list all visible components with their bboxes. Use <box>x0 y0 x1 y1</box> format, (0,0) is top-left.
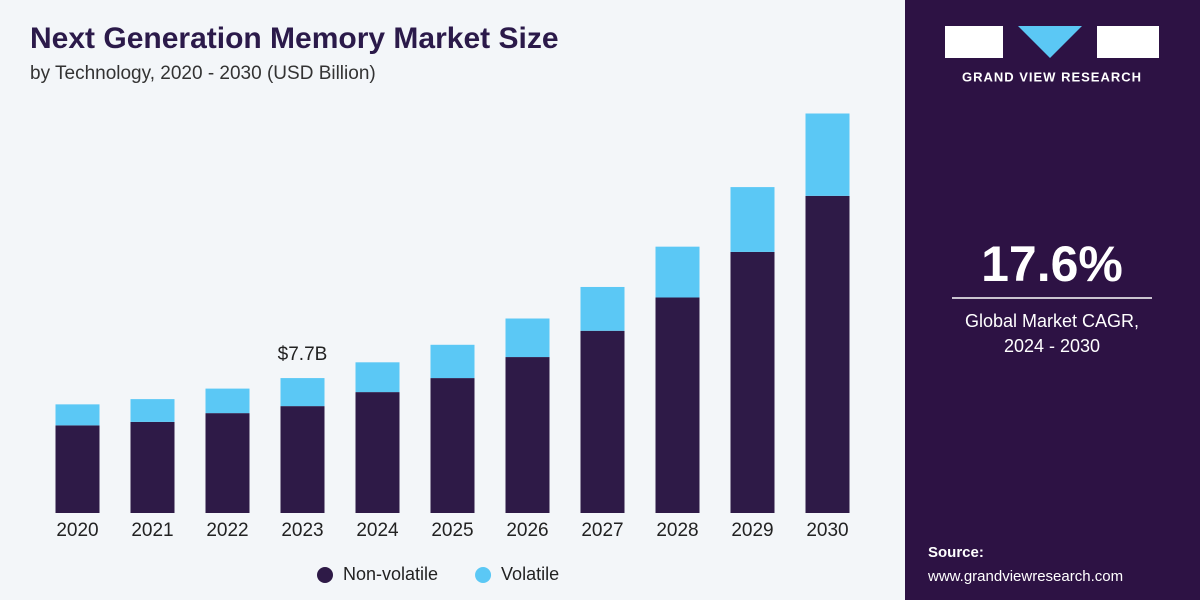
x-tick-label: 2029 <box>731 520 773 541</box>
x-tick-label: 2028 <box>656 520 698 541</box>
annotation: $7.7B <box>278 344 328 365</box>
cagr-caption: 2024 - 2030 <box>1004 336 1100 356</box>
bar-segment <box>130 421 175 513</box>
legend-label: Non-volatile <box>343 564 438 584</box>
x-tick-label: 2022 <box>206 520 248 541</box>
bar-segment <box>280 406 325 513</box>
cagr-caption: Global Market CAGR, <box>965 311 1139 331</box>
logo-block <box>1097 26 1159 58</box>
x-tick-label: 2030 <box>806 520 848 541</box>
bar-segment <box>205 413 250 513</box>
bar-segment <box>355 362 400 393</box>
source-label: Source: <box>928 544 984 561</box>
bar-segment <box>205 388 250 414</box>
legend-marker <box>317 567 333 583</box>
bar-segment <box>55 425 100 513</box>
brand: GRAND VIEW RESEARCH <box>962 69 1142 84</box>
x-tick-label: 2027 <box>581 520 623 541</box>
bar-segment <box>805 113 850 196</box>
bar-segment <box>430 378 475 513</box>
bar-segment <box>130 399 175 422</box>
legend-marker <box>475 567 492 583</box>
bar-segment <box>655 246 700 298</box>
x-tick-label: 2026 <box>506 520 548 541</box>
logo-block <box>1018 26 1082 58</box>
bar-segment <box>580 286 625 331</box>
bar-segment <box>580 330 625 513</box>
bar-segment <box>355 392 400 513</box>
chart-subtitle: by Technology, 2020 - 2030 (USD Billion) <box>30 63 376 84</box>
x-tick-label: 2021 <box>131 520 173 541</box>
chart-title: Next Generation Memory Market Size <box>30 22 559 55</box>
x-tick-label: 2025 <box>431 520 473 541</box>
x-tick-label: 2024 <box>356 520 399 541</box>
logo-block <box>945 26 1003 58</box>
x-tick-label: 2020 <box>56 520 98 541</box>
bar-segment <box>505 318 550 358</box>
bar-segment <box>280 378 325 407</box>
legend-label: Volatile <box>501 564 559 584</box>
cagr-value: 17.6% <box>981 236 1123 292</box>
sidebar-background <box>905 0 1200 600</box>
bar-segment <box>55 404 100 426</box>
bar-segment <box>805 195 850 514</box>
bar-segment <box>655 297 700 513</box>
x-tick-label: 2023 <box>281 520 323 541</box>
bar-segment <box>430 344 475 379</box>
source-url: www.grandviewresearch.com <box>927 568 1123 585</box>
bar-segment <box>505 357 550 513</box>
logo <box>945 26 1159 58</box>
bar-segment <box>730 187 775 252</box>
bar-segment <box>730 251 775 513</box>
